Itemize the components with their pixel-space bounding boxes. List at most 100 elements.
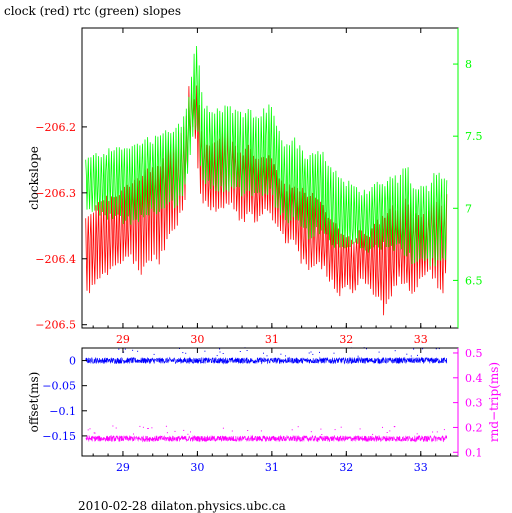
outlier-point xyxy=(410,355,412,357)
y-tick-label-1-1: −0.05 xyxy=(42,380,76,393)
x-tick-label-0-2: 31 xyxy=(265,333,279,346)
outlier-point xyxy=(142,426,144,428)
y2-tick-label-1-1: 0.4 xyxy=(465,372,483,385)
y-tick-label-1-0: 0 xyxy=(69,355,76,368)
y2-tick-label-0-3: 6.5 xyxy=(465,274,483,287)
y2-tick-label-0-0: 8 xyxy=(465,58,472,71)
outlier-point xyxy=(222,353,224,354)
outlier-point xyxy=(310,351,312,353)
outlier-point xyxy=(185,352,187,354)
outlier-point xyxy=(378,351,380,353)
outlier-point xyxy=(183,429,185,431)
outlier-point xyxy=(291,429,293,431)
x-tick-label-0-3: 32 xyxy=(339,333,353,346)
outlier-point xyxy=(133,433,134,435)
outlier-point xyxy=(204,350,206,352)
outlier-point xyxy=(320,428,322,430)
outlier-point xyxy=(174,430,176,432)
x-tick-label-1-0: 29 xyxy=(116,461,130,474)
outlier-point xyxy=(93,432,95,434)
y-tick-label-1-3: −0.15 xyxy=(42,430,76,443)
outlier-point xyxy=(438,348,440,350)
outlier-point xyxy=(263,352,264,354)
outlier-point xyxy=(312,353,314,355)
offset-series xyxy=(85,356,448,365)
outlier-point xyxy=(333,352,335,354)
y-tick-label-1-2: −0.1 xyxy=(49,405,76,418)
outlier-point xyxy=(247,430,249,431)
outlier-point xyxy=(443,429,445,431)
y2-tick-label-1-0: 0.5 xyxy=(465,347,483,360)
outlier-point xyxy=(382,426,383,428)
outlier-point xyxy=(366,348,367,350)
outlier-point xyxy=(137,350,139,352)
outlier-point xyxy=(417,354,418,356)
y-tick-label-0-0: −206.2 xyxy=(35,121,76,134)
x-tick-label-1-2: 31 xyxy=(265,461,279,474)
outlier-point xyxy=(310,431,312,433)
outlier-point xyxy=(123,351,125,353)
outlier-point xyxy=(153,353,155,355)
outlier-point xyxy=(94,432,96,434)
y-axis-label-1: offset(ms) xyxy=(27,372,41,433)
y-tick-label-0-1: −206.3 xyxy=(35,187,76,200)
outlier-point xyxy=(132,349,134,351)
x-tick-label-1-3: 32 xyxy=(339,461,353,474)
y2-tick-label-0-2: 7 xyxy=(465,202,472,215)
outlier-point xyxy=(436,431,438,433)
outlier-point xyxy=(115,427,117,429)
outlier-point xyxy=(87,429,89,431)
outlier-point xyxy=(416,433,418,435)
outlier-point xyxy=(165,425,167,427)
outlier-point xyxy=(182,352,184,354)
y2-tick-label-1-3: 0.2 xyxy=(465,421,483,434)
outlier-point xyxy=(359,428,361,430)
round-trip-series xyxy=(85,434,448,443)
outlier-point xyxy=(89,428,91,430)
bottom-plot-data xyxy=(85,347,448,443)
outlier-point xyxy=(357,355,359,357)
outlier-point xyxy=(219,351,221,353)
x-tick-label-1-4: 33 xyxy=(414,461,428,474)
outlier-point xyxy=(187,433,189,435)
outlier-point xyxy=(239,351,241,352)
footer-text: 2010-02-28 dilaton.physics.ubc.ca xyxy=(78,499,286,513)
y2-tick-label-1-4: 0.1 xyxy=(465,446,483,459)
outlier-point xyxy=(280,353,282,355)
outlier-point xyxy=(124,348,126,350)
outlier-point xyxy=(389,430,391,432)
outlier-point xyxy=(246,350,248,351)
outlier-point xyxy=(319,351,320,353)
outlier-point xyxy=(308,352,310,354)
outlier-point xyxy=(334,429,336,431)
x-tick-label-1-1: 30 xyxy=(190,461,204,474)
outlier-point xyxy=(190,431,191,433)
outlier-point xyxy=(285,355,286,357)
y-tick-label-0-2: −206.4 xyxy=(35,253,76,266)
outlier-point xyxy=(340,426,342,428)
outlier-point xyxy=(394,426,396,428)
outlier-point xyxy=(118,348,120,350)
plot-axes: 29 30 31 32 33 −206.2 −206.3 −206.4 −206.5 8 7.5 7 6… xyxy=(27,27,501,474)
outlier-point xyxy=(321,434,323,435)
outlier-point xyxy=(216,355,218,357)
x-tick-label-0-4: 33 xyxy=(414,333,428,346)
outlier-point xyxy=(147,428,149,429)
y-tick-label-0-3: −206.5 xyxy=(35,319,76,332)
outlier-point xyxy=(422,348,424,350)
outlier-point xyxy=(147,428,149,429)
outlier-point xyxy=(139,425,141,427)
outlier-point xyxy=(266,355,268,357)
outlier-point xyxy=(413,348,415,350)
outlier-point xyxy=(151,427,153,429)
x-tick-label-0-0: 29 xyxy=(116,333,130,346)
outlier-point xyxy=(386,432,388,433)
outlier-point xyxy=(231,430,233,432)
top-plot-data xyxy=(85,45,448,316)
outlier-point xyxy=(297,426,299,428)
y2-tick-label-0-1: 7.5 xyxy=(465,130,483,143)
y2-axis-label-1: rnd−trip(ms) xyxy=(487,362,501,442)
outlier-point xyxy=(432,431,434,433)
outlier-point xyxy=(406,353,408,355)
